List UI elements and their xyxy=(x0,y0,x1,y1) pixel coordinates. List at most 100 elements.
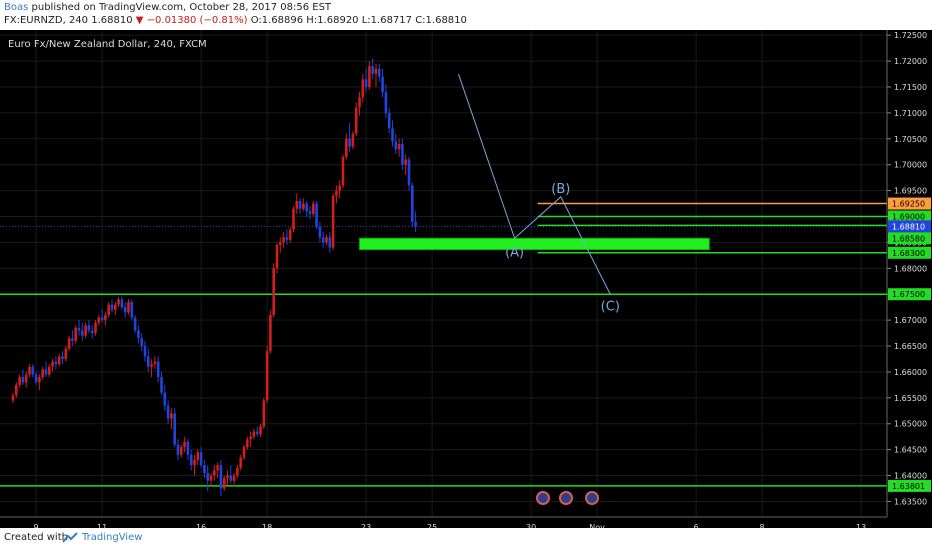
price-label-badge xyxy=(888,197,931,210)
candle-body xyxy=(371,66,374,75)
candle-body xyxy=(38,377,41,383)
candle-body xyxy=(41,369,44,378)
support-zone[interactable] xyxy=(359,237,710,251)
price-tick-label: 1.63500 xyxy=(894,497,927,506)
candle-body xyxy=(34,374,38,383)
candle-body xyxy=(239,457,242,468)
candle-body xyxy=(345,138,348,157)
candle-body xyxy=(394,141,398,150)
publication-header: Boas published on TradingView.com, Octob… xyxy=(0,0,932,30)
candle-body xyxy=(282,237,285,243)
publication-info: published on TradingView.com, October 28… xyxy=(31,2,332,13)
price-tick-label: 1.64000 xyxy=(894,472,927,481)
candle-body xyxy=(229,475,233,481)
candle-body xyxy=(84,325,87,336)
candle-body xyxy=(232,475,236,481)
candle-body xyxy=(104,314,107,321)
candle-body xyxy=(130,301,134,318)
candle-body xyxy=(123,307,127,313)
candle-body xyxy=(298,200,302,209)
candle-body xyxy=(222,478,226,489)
candle-body xyxy=(163,392,167,406)
candle-body xyxy=(160,377,163,393)
candle-body xyxy=(213,470,216,476)
price-tick-label: 1.72000 xyxy=(894,57,927,66)
price-label-badge xyxy=(888,232,931,245)
price-label-text: 1.67500 xyxy=(892,290,925,299)
price-chart[interactable]: (A) (B) (C) 1.72500 1.72000 1.71500 1.71000 1.… xyxy=(0,30,932,528)
candle-body xyxy=(364,79,368,87)
candle-body xyxy=(186,441,190,455)
candle-body xyxy=(411,185,414,222)
price-tick-label: 1.72500 xyxy=(894,31,927,40)
candle-body xyxy=(335,190,338,196)
candle-body xyxy=(140,338,143,347)
last-price: 1.68810 xyxy=(91,15,133,26)
price-tick-label: 1.65000 xyxy=(894,420,927,429)
candle-body xyxy=(114,304,117,310)
candle-body xyxy=(331,195,335,248)
candle-body xyxy=(94,322,97,334)
candle-body xyxy=(272,268,275,315)
level-lines[interactable] xyxy=(0,202,887,487)
candle-body xyxy=(110,304,114,310)
candle-body xyxy=(67,338,71,349)
price-label-badge xyxy=(888,246,931,259)
price-tick-label: 1.69500 xyxy=(894,187,927,196)
time-tick-label: 9 xyxy=(34,523,39,528)
candle-body xyxy=(242,447,246,458)
time-tick-label: 8 xyxy=(760,523,765,528)
candle-body xyxy=(11,395,15,401)
chart-background xyxy=(0,30,932,528)
price-label-text: 1.68300 xyxy=(892,249,925,258)
time-axis[interactable]: 9 11 16 18 23 25 30 Nov 6 8 13 xyxy=(34,523,867,528)
time-tick-label: 23 xyxy=(361,523,371,528)
candle-body xyxy=(378,68,381,77)
candle-body xyxy=(170,413,173,419)
candle-body xyxy=(315,203,318,227)
price-tick-label: 1.64500 xyxy=(894,446,927,455)
candle-body xyxy=(173,413,176,445)
candle-body xyxy=(71,338,74,341)
candle-body xyxy=(156,361,160,378)
candle-body xyxy=(120,299,124,308)
candle-body xyxy=(321,237,325,243)
candle-body xyxy=(147,356,150,367)
candle-body xyxy=(279,242,282,246)
event-markers[interactable] xyxy=(536,491,599,505)
candle-body xyxy=(216,465,219,471)
price-tick-label: 1.65500 xyxy=(894,394,927,403)
candle-body xyxy=(325,237,328,243)
candle-body xyxy=(292,208,295,230)
wave-label: (C) xyxy=(601,300,620,315)
candle-body xyxy=(143,346,147,357)
candle-body xyxy=(312,203,315,214)
price-label-badge xyxy=(888,210,931,223)
candle-body xyxy=(127,301,130,313)
price-label-text: 1.63801 xyxy=(892,482,925,491)
tradingview-logo-icon xyxy=(62,532,78,543)
candle-body xyxy=(368,66,371,87)
candle-body xyxy=(262,400,266,427)
candle-body xyxy=(77,327,81,331)
event-marker-icon[interactable] xyxy=(559,491,573,505)
candle-body xyxy=(176,444,180,455)
time-tick-label: 25 xyxy=(427,523,437,528)
tradingview-link[interactable]: TradingView xyxy=(82,532,143,543)
candle-body xyxy=(295,200,299,209)
event-marker-icon[interactable] xyxy=(536,491,550,505)
wave-path[interactable] xyxy=(458,73,611,295)
support-zone-group[interactable] xyxy=(359,237,710,251)
event-marker-icon[interactable] xyxy=(585,491,599,505)
candle-body xyxy=(18,377,21,385)
candle-body xyxy=(199,452,203,466)
elliott-waves[interactable]: (A) (B) (C) xyxy=(458,73,620,315)
author-link[interactable]: Boas xyxy=(4,2,29,13)
candle-body xyxy=(209,475,213,481)
candle-body xyxy=(236,467,239,476)
candle-body xyxy=(275,245,279,269)
candle-body xyxy=(206,472,209,481)
candle-body xyxy=(28,366,31,375)
candle-body xyxy=(302,203,305,209)
